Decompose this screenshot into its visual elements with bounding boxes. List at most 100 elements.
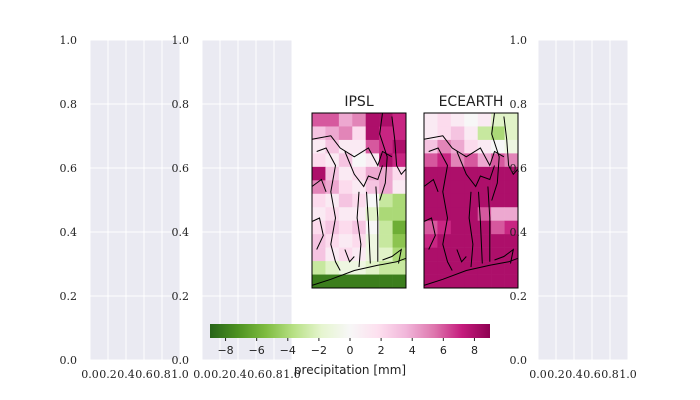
country-border [478, 191, 483, 264]
heatmap-cell [338, 126, 353, 141]
y-tick-label: 0.8 [172, 98, 190, 111]
heatmap-cell [464, 274, 479, 289]
heatmap-cell [477, 113, 492, 127]
heatmap-cell [392, 193, 407, 208]
heatmap-cell [338, 247, 353, 262]
heatmap-cell [338, 153, 353, 168]
heatmap-cell [365, 261, 380, 275]
heatmap-cell [352, 234, 367, 248]
x-tick-label: 0.8 [601, 368, 619, 381]
heatmap-cell [379, 247, 393, 262]
colorbar: −8 −6 −4 −2 0 2 4 6 8 precipitation [mm] [210, 324, 490, 377]
colorbar-label: precipitation [mm] [294, 363, 406, 377]
heatmap-cell [338, 274, 353, 289]
heatmap-cell [477, 193, 492, 208]
x-tick-label: 0.6 [247, 368, 265, 381]
heatmap-cell [312, 261, 326, 275]
heatmap-cell [491, 207, 505, 221]
heatmap-cell [464, 180, 479, 195]
heatmap-cell [312, 166, 326, 181]
y-tick-label: 0.0 [172, 354, 190, 367]
heatmap-cell [352, 153, 367, 168]
country-border [503, 116, 519, 176]
country-border [491, 112, 500, 201]
heatmap-cell [437, 113, 452, 127]
heatmap-cell [424, 180, 438, 195]
heatmap-cell [464, 113, 479, 127]
heatmap-cell [504, 234, 519, 248]
heatmap-cell [504, 274, 519, 289]
heatmap-cell [477, 261, 492, 275]
heatmap-cell [424, 166, 438, 181]
heatmap-cell [392, 274, 407, 289]
map-ipsl: IPSL [311, 94, 407, 289]
y-tick-label: 0.2 [60, 290, 78, 303]
heatmap-cell [379, 180, 393, 195]
x-tick-label: 0.8 [265, 368, 283, 381]
heatmap-cell [424, 113, 438, 127]
axes-background [90, 40, 180, 360]
y-tick-label: 0.6 [510, 162, 528, 175]
heatmap-cell [477, 126, 492, 141]
heatmap-cell [504, 166, 519, 181]
heatmap-cell [338, 166, 353, 181]
x-tick-label: 1.0 [171, 368, 189, 381]
y-tick-label: 1.0 [172, 34, 190, 47]
maps: IPSL ECEARTH [311, 94, 519, 289]
heatmap-cell [491, 274, 505, 289]
country-border [468, 191, 474, 268]
heatmap-cell [464, 207, 479, 221]
heatmap-cell [392, 261, 407, 275]
x-tick-label: 0.2 [211, 368, 229, 381]
axes-1 [89, 39, 181, 361]
heatmap-cell [464, 234, 479, 248]
country-border [428, 147, 453, 271]
heatmap-cell [392, 220, 407, 235]
heatmap-cell [379, 234, 393, 248]
y-tick-label: 0.2 [510, 290, 528, 303]
heatmap-cell [312, 247, 326, 262]
heatmap-cell [325, 113, 340, 127]
heatmap-cell [392, 166, 407, 181]
colorbar-tick-label: −2 [311, 344, 327, 357]
y-tick-label: 0.4 [172, 226, 190, 239]
heatmap-cell [504, 261, 519, 275]
heatmap-cell [437, 180, 452, 195]
heatmap-cell [365, 207, 380, 221]
y-tick-label: 0.2 [172, 290, 190, 303]
tick-labels: 0.00.20.40.60.81.00.0 0.2 0.4 0.6 0.8 1.00.00… [60, 34, 637, 381]
country-border [356, 191, 362, 268]
heatmap-cell [504, 247, 519, 262]
y-tick-label: 0.6 [172, 162, 190, 175]
heatmap-cell [379, 193, 393, 208]
heatmap-cell [312, 139, 326, 154]
heatmap-cell [424, 261, 438, 275]
heatmap-cell [464, 247, 479, 262]
heatmap-cell [365, 113, 380, 127]
heatmap-cell [464, 153, 479, 168]
heatmap-cell [379, 126, 393, 141]
y-tick-label: 1.0 [510, 34, 528, 47]
heatmap-cell [437, 126, 452, 141]
heatmap-cell [491, 234, 505, 248]
heatmap-cell [437, 207, 452, 221]
heatmap-cell [424, 220, 438, 235]
colorbar-tick-label: 6 [440, 344, 447, 357]
country-border [379, 112, 388, 201]
heatmap-cell [464, 261, 479, 275]
axes-background [202, 40, 292, 360]
heatmap-cell [450, 139, 465, 154]
country-border [311, 257, 407, 286]
axes-background [538, 40, 628, 360]
x-tick-label: 0.4 [229, 368, 247, 381]
x-tick-label: 1.0 [619, 368, 637, 381]
heatmap-cell [352, 220, 367, 235]
heatmap-cell [450, 166, 465, 181]
heatmap-cell [392, 180, 407, 195]
colorbar-tick-label: −8 [217, 344, 233, 357]
axes-2 [201, 39, 293, 361]
heatmap-cell [352, 193, 367, 208]
heatmap-cell [464, 193, 479, 208]
heatmap-cell [491, 153, 505, 168]
heatmap-cell [352, 166, 367, 181]
